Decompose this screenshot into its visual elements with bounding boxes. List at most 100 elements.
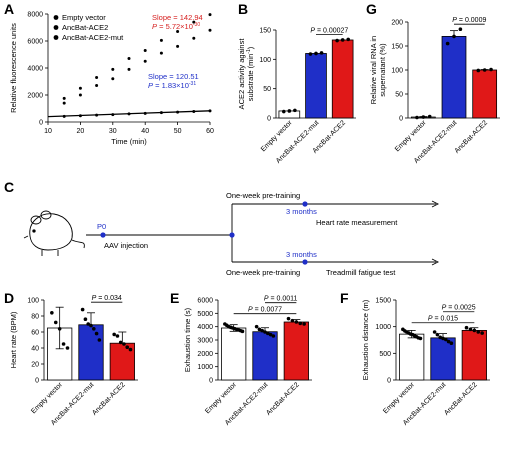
data-point: [208, 13, 212, 17]
top-marker: [302, 201, 308, 207]
data-point: [127, 57, 131, 61]
data-point: [268, 332, 273, 337]
y-tick-label: 1500: [375, 298, 391, 305]
branch-marker: [229, 232, 235, 238]
p-annotation-1: P = 1.83×10-31: [148, 81, 196, 90]
y-tick-label: 0: [387, 378, 391, 385]
y-tick-label: 6000: [197, 298, 213, 305]
panel-letter-f: F: [340, 290, 349, 306]
data-point: [127, 112, 131, 116]
data-point: [89, 323, 93, 328]
x-tick-label: 20: [77, 128, 85, 135]
data-point: [80, 307, 85, 312]
data-point: [208, 109, 212, 113]
data-point: [143, 59, 147, 63]
data-point: [432, 330, 437, 334]
data-point: [50, 311, 54, 315]
data-point: [94, 331, 99, 336]
category-label-2: AncBat-ACE2: [265, 381, 301, 417]
data-point: [127, 67, 131, 71]
arrowhead-bottom-icon: [431, 258, 440, 266]
bar-2: [461, 329, 487, 381]
data-point: [265, 331, 270, 336]
data-point: [464, 325, 469, 330]
data-point: [314, 51, 318, 56]
bar-0: [399, 333, 425, 381]
y-tick-label: 100: [27, 298, 39, 305]
legend-entry-2: AncBat-ACE2-mut: [62, 33, 124, 42]
y-axis-label-line2: supernatant (%): [378, 43, 387, 97]
data-point: [61, 342, 66, 346]
data-point: [97, 338, 102, 342]
y-axis-label: Exhaustion time (s): [183, 307, 192, 372]
data-point: [122, 342, 126, 346]
y-tick-label: 2000: [27, 93, 43, 100]
p0-marker: [100, 232, 106, 238]
data-point: [86, 322, 91, 326]
data-point: [208, 28, 212, 32]
y-tick-label: 150: [391, 44, 403, 51]
arrowhead-top-icon: [431, 200, 440, 208]
data-point: [281, 109, 286, 114]
y-tick-label: 5000: [197, 311, 213, 318]
data-point: [441, 336, 445, 341]
category-label-0: Empty vector: [30, 381, 64, 415]
y-tick-label: 500: [379, 351, 391, 358]
legend-marker-2: [53, 35, 59, 40]
bar-1: [78, 324, 104, 381]
data-point: [111, 77, 115, 81]
y-tick-label: 60: [31, 330, 39, 337]
data-point: [293, 108, 297, 113]
data-point: [95, 113, 99, 117]
data-point: [62, 101, 66, 105]
panel-letter-a: A: [4, 1, 14, 17]
data-point: [452, 34, 456, 39]
x-tick-label: 40: [141, 128, 149, 135]
data-point: [449, 341, 454, 346]
chart-e-bar: 0 1000 2000 3000 4000 5000 6000 Empty vector Anc…: [183, 296, 312, 427]
x-tick-label: 50: [174, 128, 182, 135]
legend-marker-0: [53, 15, 59, 20]
panel-letter-c: C: [4, 179, 14, 195]
data-point: [468, 327, 473, 332]
data-point: [482, 68, 487, 72]
data-point: [53, 320, 58, 325]
data-point: [480, 331, 484, 335]
data-point: [271, 334, 276, 338]
chart-a-line: 0 2000 4000 6000 8000 10 20 30 40 50 60 Time (min) R…: [9, 12, 214, 147]
data-point: [83, 317, 88, 322]
p-annotation-0: P = 5.72×10-30: [152, 22, 200, 31]
pre-training-top: One-week pre-training: [226, 191, 300, 200]
months-bottom: 3 months: [286, 250, 317, 259]
data-point: [118, 340, 123, 345]
p0-label: P0: [97, 222, 106, 231]
x-tick-label: 30: [109, 128, 117, 135]
legend-marker-1: [53, 25, 59, 30]
data-point: [91, 327, 96, 331]
panel-letter-d: D: [4, 290, 14, 306]
category-label-0: Empty vector: [204, 381, 238, 415]
data-point: [159, 38, 163, 42]
data-point: [418, 336, 423, 341]
y-axis-label-line1: Relative viral RNA in: [369, 36, 378, 104]
data-point: [240, 329, 245, 334]
data-point: [159, 111, 163, 115]
category-label-2: AncBat-ACE2: [454, 119, 490, 155]
panel-letter-b: B: [238, 1, 248, 17]
data-point: [476, 330, 481, 334]
data-point: [78, 86, 82, 90]
data-point: [176, 30, 180, 34]
data-point: [143, 111, 147, 115]
data-point: [128, 347, 133, 352]
x-tick-label: 10: [44, 128, 52, 135]
data-point: [111, 113, 115, 117]
treadmill-label: Treadmill fatigue test: [326, 268, 396, 277]
y-tick-label: 0: [399, 116, 403, 123]
data-point: [115, 334, 120, 338]
data-point: [286, 316, 291, 321]
data-point: [290, 318, 295, 323]
bar-2: [331, 39, 354, 119]
